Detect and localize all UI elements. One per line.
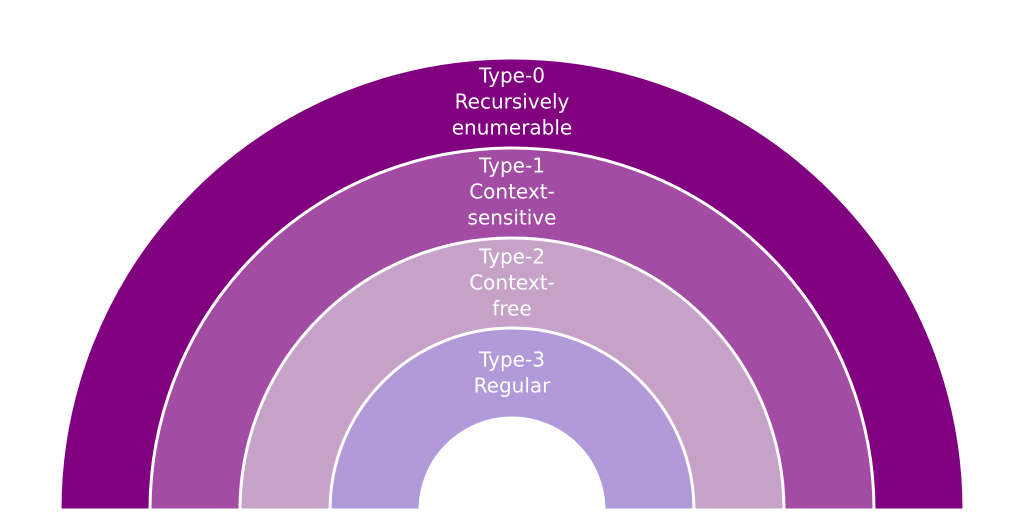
layer-label: Type-3 (478, 348, 545, 372)
layer-label: Type-1 (478, 154, 545, 178)
layer-label: sensitive (468, 206, 557, 230)
layer-label: Context- (469, 271, 555, 295)
layer-label: Regular (474, 374, 551, 398)
layer-label: Type-2 (478, 245, 545, 269)
layer-label: free (492, 297, 531, 321)
center-hole (418, 416, 606, 512)
layer-label: Recursively (455, 90, 570, 114)
layer-label: Type-0 (478, 64, 545, 88)
layer-label: enumerable (452, 116, 572, 140)
layer-label: Context- (469, 180, 555, 204)
base-mask (0, 510, 1024, 525)
